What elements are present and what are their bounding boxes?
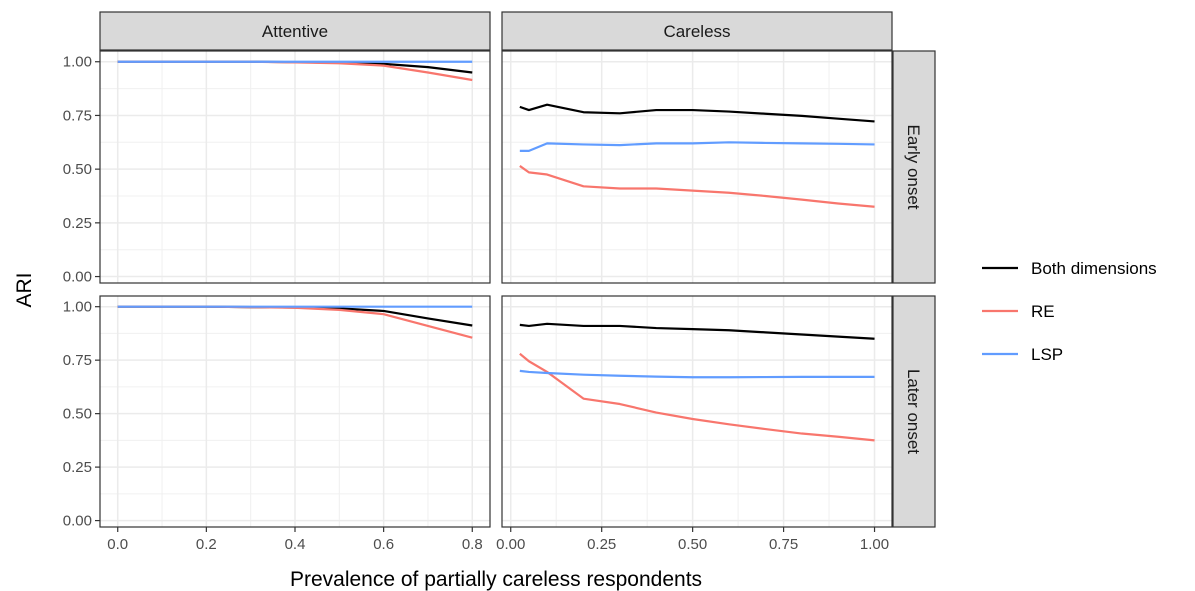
panels-layer xyxy=(99,50,893,528)
strip-label-careless: Careless xyxy=(663,22,730,41)
legend-label-lsp: LSP xyxy=(1031,345,1063,364)
strip-careless xyxy=(501,11,893,51)
strip-label-attentive: Attentive xyxy=(262,22,328,41)
x-tick-label: 1.00 xyxy=(860,536,889,553)
y-axis-title: ARI xyxy=(13,272,36,307)
panel-border xyxy=(501,295,893,528)
series-line-re xyxy=(519,352,875,442)
y-tick-label: 0.25 xyxy=(63,215,92,232)
y-tick-label: 0.00 xyxy=(63,269,92,286)
y-tick-label: 1.00 xyxy=(63,299,92,316)
y-tick-label: 0.50 xyxy=(63,161,92,178)
panel-early-onset-attentive xyxy=(99,50,491,284)
panel-background xyxy=(502,51,892,283)
series-line-lsp xyxy=(519,369,875,379)
x-tick-label: 0.0 xyxy=(107,536,128,553)
x-tick-label: 0.6 xyxy=(373,536,394,553)
panel-later-onset-careless xyxy=(501,295,893,528)
x-tick-label: 0.8 xyxy=(462,536,483,553)
y-tick-label: 0.25 xyxy=(63,459,92,476)
y-tick-label: 1.00 xyxy=(63,54,92,71)
panel-border xyxy=(501,50,893,284)
x-tick-label: 0.25 xyxy=(587,536,616,553)
panel-border xyxy=(99,50,491,284)
x-tick-label: 0.50 xyxy=(678,536,707,553)
panel-background xyxy=(502,296,892,527)
y-tick-label: 0.75 xyxy=(63,352,92,369)
x-tick-label: 0.4 xyxy=(285,536,306,553)
x-tick-label: 0.75 xyxy=(769,536,798,553)
legend-item-lsp: LSP xyxy=(982,345,1063,364)
strips-layer: Attentive Careless Early onset Later onset xyxy=(99,11,936,528)
strip-label-later-onset: Later onset xyxy=(904,369,923,454)
series-line-both-dimensions xyxy=(519,322,875,340)
legend-item-re: RE xyxy=(982,302,1055,321)
x-tick-label: 0.2 xyxy=(196,536,217,553)
series-line-lsp xyxy=(519,141,875,152)
y-tick-label: 0.00 xyxy=(63,513,92,530)
strip-attentive xyxy=(99,11,491,51)
legend-item-both-dimensions: Both dimensions xyxy=(982,259,1157,278)
legend-label-both-dimensions: Both dimensions xyxy=(1031,259,1157,278)
series-line-both-dimensions xyxy=(519,103,875,123)
x-axis-title: Prevalence of partially careless respond… xyxy=(290,568,702,591)
strip-label-early-onset: Early onset xyxy=(904,124,923,209)
legend: Both dimensions RE LSP xyxy=(982,259,1157,364)
y-tick-label: 0.50 xyxy=(63,406,92,423)
x-tick-label: 0.00 xyxy=(496,536,525,553)
series-line-re xyxy=(519,165,875,208)
strip-later-onset xyxy=(892,295,936,528)
panel-later-onset-attentive xyxy=(99,295,491,528)
axes-layer: 0.00 0.25 0.50 0.75 1.00 0.00 0.25 0.50 0.75 1.00… xyxy=(63,54,889,553)
strip-early-onset xyxy=(892,50,936,284)
y-tick-label: 0.75 xyxy=(63,107,92,124)
legend-label-re: RE xyxy=(1031,302,1055,321)
panel-early-onset-careless xyxy=(501,50,893,284)
